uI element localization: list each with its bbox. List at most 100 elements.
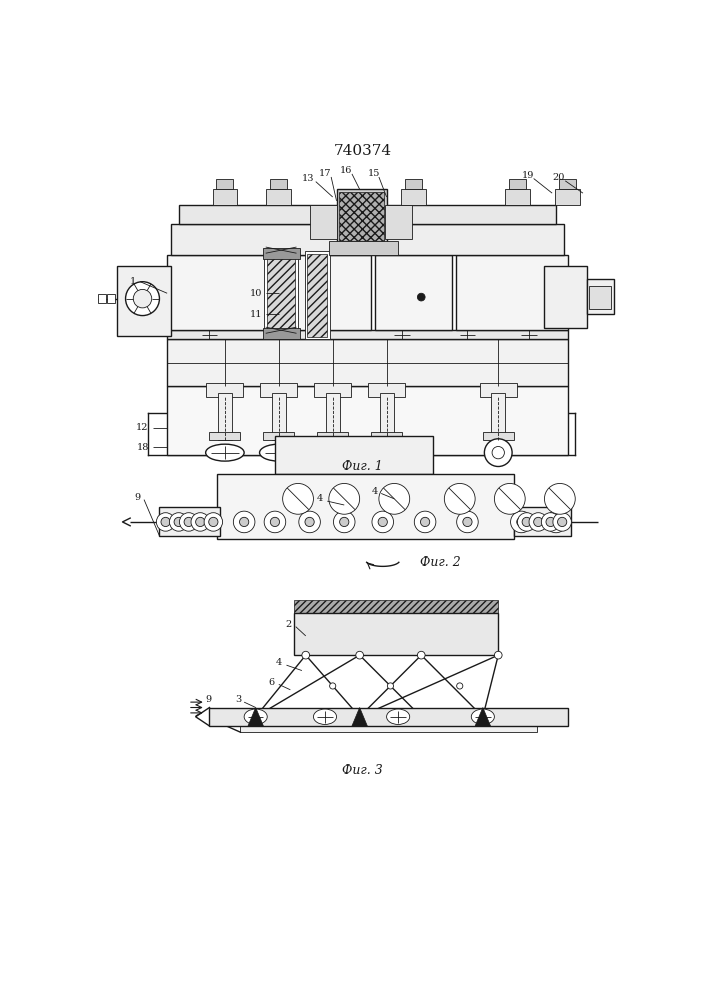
Text: Фиг. 3: Фиг. 3 — [342, 764, 383, 777]
Ellipse shape — [206, 444, 244, 461]
Bar — [337, 189, 387, 243]
Ellipse shape — [259, 444, 298, 461]
Bar — [271, 255, 371, 330]
Text: 20: 20 — [552, 173, 564, 182]
Bar — [317, 432, 348, 440]
Text: 11: 11 — [250, 310, 262, 319]
Bar — [209, 432, 240, 440]
Circle shape — [479, 713, 486, 721]
Bar — [171, 224, 563, 255]
Text: 2: 2 — [286, 620, 292, 629]
Polygon shape — [475, 708, 491, 726]
Text: 17: 17 — [319, 169, 332, 178]
Bar — [272, 393, 286, 440]
Bar — [262, 328, 300, 339]
Bar — [107, 294, 115, 303]
Bar — [209, 708, 568, 726]
Circle shape — [510, 511, 532, 533]
Bar — [480, 383, 517, 397]
Bar — [514, 507, 571, 536]
Bar — [314, 383, 351, 397]
Circle shape — [329, 483, 360, 514]
Bar — [339, 192, 385, 241]
Bar — [589, 286, 611, 309]
Text: 9: 9 — [135, 493, 141, 502]
Circle shape — [378, 517, 387, 527]
Bar — [310, 205, 337, 239]
Text: Фиг. 2: Фиг. 2 — [420, 556, 461, 569]
Bar — [456, 255, 568, 330]
Circle shape — [240, 517, 249, 527]
Bar — [240, 720, 537, 732]
Bar — [308, 254, 327, 337]
Text: 10: 10 — [250, 289, 262, 298]
Circle shape — [553, 513, 571, 531]
Circle shape — [542, 513, 560, 531]
Circle shape — [252, 713, 259, 721]
Circle shape — [387, 683, 394, 689]
Bar — [167, 330, 568, 339]
Text: Фиг. 1: Фиг. 1 — [342, 460, 383, 473]
Bar — [380, 393, 394, 440]
Circle shape — [417, 293, 425, 301]
Bar — [262, 248, 300, 259]
Ellipse shape — [368, 444, 406, 461]
Circle shape — [529, 513, 547, 531]
Circle shape — [191, 513, 209, 531]
Text: 4: 4 — [317, 494, 322, 503]
Circle shape — [545, 511, 567, 533]
Text: 19: 19 — [521, 171, 534, 180]
Circle shape — [494, 651, 502, 659]
Bar — [179, 205, 556, 224]
Bar — [402, 189, 426, 205]
Bar — [98, 294, 105, 303]
Circle shape — [551, 517, 561, 527]
Circle shape — [334, 511, 355, 533]
Ellipse shape — [244, 709, 267, 724]
Circle shape — [305, 517, 314, 527]
Bar — [294, 600, 498, 613]
Bar — [368, 383, 405, 397]
Bar — [326, 393, 339, 440]
Circle shape — [204, 513, 223, 531]
Bar — [371, 432, 402, 440]
Bar — [264, 432, 294, 440]
Ellipse shape — [472, 709, 494, 724]
Text: 9: 9 — [205, 695, 211, 704]
Bar — [491, 393, 506, 440]
Bar — [167, 386, 568, 455]
Bar — [167, 255, 267, 330]
Circle shape — [126, 282, 160, 316]
Bar — [267, 189, 291, 205]
Bar — [587, 279, 614, 314]
Bar — [267, 254, 295, 337]
Polygon shape — [248, 708, 264, 726]
Text: 740374: 740374 — [334, 144, 392, 158]
Circle shape — [161, 517, 170, 527]
Circle shape — [233, 511, 255, 533]
Bar — [218, 393, 232, 440]
Ellipse shape — [387, 709, 409, 724]
Bar — [385, 205, 412, 239]
Bar — [544, 266, 587, 328]
Bar — [305, 251, 329, 339]
Bar — [405, 179, 422, 189]
Bar — [217, 474, 514, 539]
Circle shape — [170, 513, 188, 531]
Text: 16: 16 — [339, 166, 352, 175]
Circle shape — [463, 517, 472, 527]
Circle shape — [133, 289, 152, 308]
Circle shape — [299, 511, 320, 533]
Circle shape — [372, 511, 394, 533]
Text: 12: 12 — [136, 424, 148, 432]
Bar — [559, 179, 576, 189]
Circle shape — [156, 513, 175, 531]
Circle shape — [302, 651, 310, 659]
Circle shape — [534, 517, 543, 527]
Circle shape — [517, 517, 526, 527]
Bar — [375, 255, 452, 330]
Circle shape — [522, 517, 532, 527]
Bar — [260, 383, 297, 397]
Bar — [555, 189, 580, 205]
Text: 13: 13 — [302, 174, 315, 183]
